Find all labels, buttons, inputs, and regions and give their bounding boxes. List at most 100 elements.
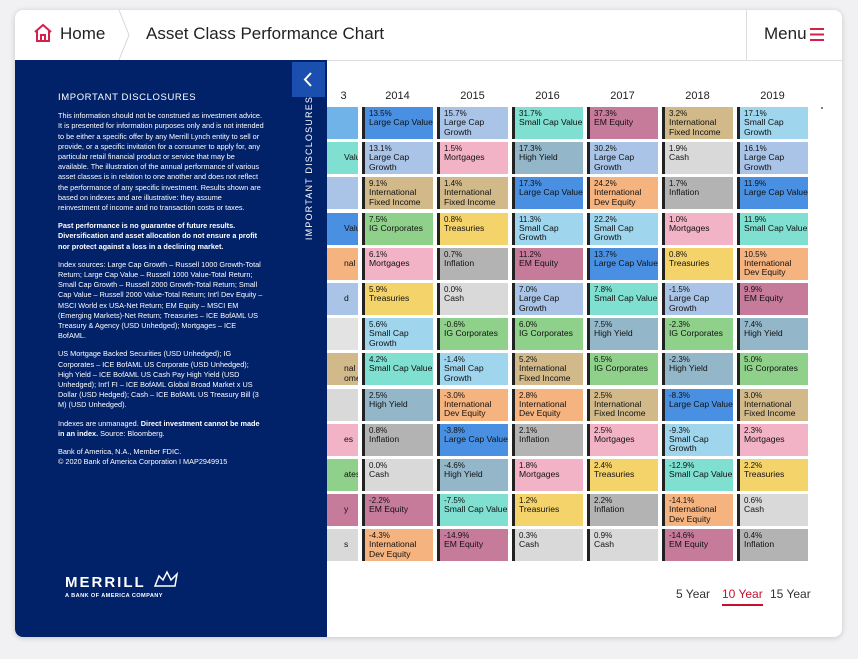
cell-return: -2.3% [669, 320, 690, 330]
home-link[interactable]: Home [60, 24, 106, 43]
cell-return: 1.7% [669, 179, 688, 189]
cell-label: International Dev Equity [669, 504, 717, 524]
asset-cell: -1.5% Large Cap Growth [662, 283, 733, 315]
cell-return: 3.0% [744, 390, 763, 400]
cell-label: Treasuries [594, 469, 635, 479]
cell-return: 24.2% [594, 179, 617, 189]
cell-return: 9.1% [369, 179, 388, 189]
menu-button[interactable]: Menu [764, 24, 807, 43]
period-option[interactable]: 10 Year [722, 587, 763, 606]
cell-label: IG Corporates [519, 328, 573, 339]
legal-line: Bank of America, N.A., Member FDIC. [58, 447, 182, 457]
cell-return: 1.4% [444, 179, 463, 189]
cell-return: 2.5% [369, 390, 388, 400]
asset-cell: -12.9% Small Cap Value [662, 459, 733, 491]
cell-return: 11.9% [744, 179, 767, 189]
close-panel-button[interactable] [292, 62, 325, 97]
cell-return: 13.1% [369, 144, 392, 154]
period-option[interactable]: 5 Year [676, 587, 711, 601]
asset-cell: -2.3% High Yield [662, 353, 733, 386]
cell-label: High Yield [369, 398, 408, 409]
cell-label: Large Cap Growth [369, 152, 410, 172]
asset-cell: 0.9% Cash [587, 529, 658, 562]
cell-return: -12.9% [669, 461, 695, 470]
menu-icon[interactable] [810, 28, 824, 41]
label-line: s [344, 539, 349, 550]
cell-label: Small Cap Value [594, 293, 658, 303]
asset-cell: -4.6% High Yield [437, 459, 508, 491]
app-card: Home Asset Class Performance Chart Menu … [15, 10, 842, 637]
asset-cell: -2.2% EM Equity [362, 494, 433, 527]
cell-label: International Fixed Income [444, 187, 496, 207]
asset-cell: 5.9% Treasuries [362, 283, 433, 315]
cell-return: 5.2% [519, 355, 538, 365]
cell-return: -14.1% [669, 496, 695, 506]
label-line: ome [344, 372, 358, 383]
cell-return: 0.0% [369, 461, 388, 470]
asset-cell: 2.5% International Fixed Income [587, 388, 658, 421]
cell-label: Value [344, 153, 358, 163]
asset-cell: 0.8% Treasuries [437, 212, 508, 245]
cell-return: 0.0% [444, 285, 463, 294]
asset-cell: 10.5% International Dev Equity [737, 247, 808, 280]
cell-return: 2.8% [519, 390, 538, 400]
cell-return: 37.3% [594, 109, 617, 118]
asset-cell: 7.0% Large Cap Growth [512, 283, 583, 315]
asset-cell: -9.3% Small Cap Growth [662, 423, 733, 456]
cell-return: -0.6% [444, 320, 465, 330]
cell-label: Large Cap Growth [669, 293, 710, 313]
cell-return: 22.2% [594, 214, 617, 224]
asset-cell: 5.0% IG Corporates [737, 353, 808, 386]
cell-label: y [344, 505, 358, 515]
asset-cell: 16.1% Large Cap Growth [737, 142, 808, 175]
cell-label: Large Cap Value [444, 433, 508, 444]
asset-cell: -8.3% Large Cap Value [662, 388, 733, 421]
legal-text: Bank of America, N.A., Member FDIC. © 202… [58, 447, 264, 467]
disclosures-tab[interactable]: IMPORTANT DISCLOSURES [304, 95, 314, 241]
cell-label: Cash [744, 504, 765, 515]
cell-return: 6.1% [369, 249, 388, 259]
cell-return: 0.9% [594, 531, 613, 541]
cell-return: -8.3% [669, 390, 690, 400]
cell-return: 10.5% [744, 249, 767, 259]
cell-label: Inflation [594, 504, 625, 515]
cell-label: Mortgages [669, 222, 710, 233]
cell-return: 1.5% [444, 144, 463, 154]
cell-label: International Dev Equity [369, 539, 417, 559]
asset-cell: 31.7% Small Cap Value [512, 107, 583, 139]
logo-tagline: A BANK OF AMERICA COMPANY [65, 593, 163, 599]
page-title: Asset Class Performance Chart [146, 24, 385, 43]
asset-cell: -14.9% EM Equity [437, 529, 508, 562]
cell-return: 30.2% [594, 144, 617, 154]
asset-cell: 2.5% High Yield [362, 388, 433, 421]
cell-label: Small Cap Value [369, 363, 433, 374]
asset-cell: 0.8% Treasuries [662, 247, 733, 280]
asset-cell: 1.2% Treasuries [512, 494, 583, 527]
period-option[interactable]: 15 Year [770, 587, 811, 601]
home-icon[interactable] [33, 23, 53, 43]
cell-label: es [344, 434, 358, 445]
cell-return: 15.7% [444, 109, 467, 118]
year-header: 2016 [535, 90, 560, 102]
cell-label: Treasuries [444, 222, 485, 233]
cell-return: 11.9% [744, 214, 767, 224]
year-header: 2014 [385, 90, 410, 102]
cell-label: Small Cap Growth [369, 328, 409, 348]
asset-cell: 7.8% Small Cap Value [587, 283, 658, 315]
asset-cell: -3.8% Large Cap Value [437, 423, 508, 456]
asset-cell: 2.4% Treasuries [587, 459, 658, 491]
cell-label: Treasuries [669, 257, 710, 268]
note: Source: Bloomberg. [100, 428, 165, 438]
cell-return: 5.6% [369, 320, 388, 330]
asset-cell: 9.9% EM Equity [737, 283, 808, 315]
label-line: nal [344, 363, 356, 374]
year-header: 2019 [760, 90, 785, 102]
asset-cell: 5.2% International Fixed Income [512, 353, 583, 386]
cell-label: Small Cap Growth [444, 363, 484, 383]
cell-return: 0.7% [444, 249, 463, 259]
cell-label: Small Cap Growth [519, 222, 559, 243]
cell-label: Mortgages [444, 152, 485, 163]
asset-cell: -14.6% EM Equity [662, 529, 733, 562]
